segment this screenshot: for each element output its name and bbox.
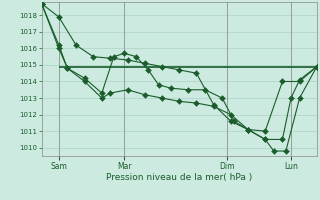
X-axis label: Pression niveau de la mer( hPa ): Pression niveau de la mer( hPa )	[106, 173, 252, 182]
